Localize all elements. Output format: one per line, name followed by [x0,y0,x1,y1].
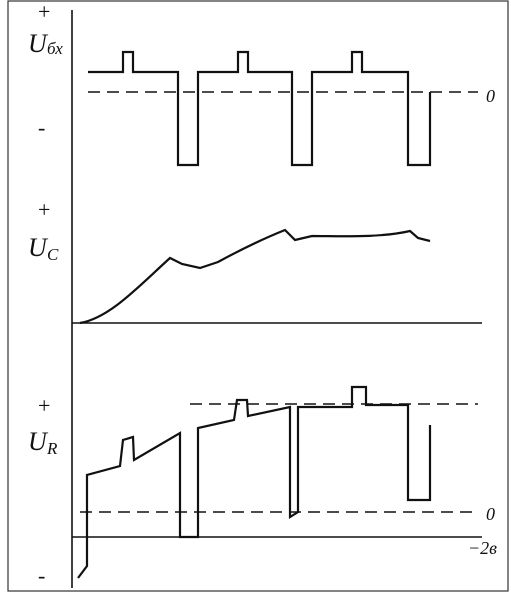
plus-sign: + [38,0,50,24]
minus-sign: - [38,563,45,588]
zero-label: 0 [486,86,495,106]
negative-level-label: −2в [468,538,497,558]
signal-label: U [28,233,49,262]
minus-sign: - [38,115,45,140]
signal-label: U [28,427,49,456]
signal-subscript: C [47,245,59,264]
frame [7,0,509,592]
capacitor-waveform [79,228,431,325]
zero-label: 0 [486,504,495,524]
signal-label: U [28,29,49,58]
plus-sign: + [38,197,50,222]
plus-sign: + [38,393,50,418]
resistor-waveform [77,385,432,579]
signal-subscript: бх [47,39,63,58]
input-waveform [88,50,432,167]
signal-subscript: R [46,439,58,458]
